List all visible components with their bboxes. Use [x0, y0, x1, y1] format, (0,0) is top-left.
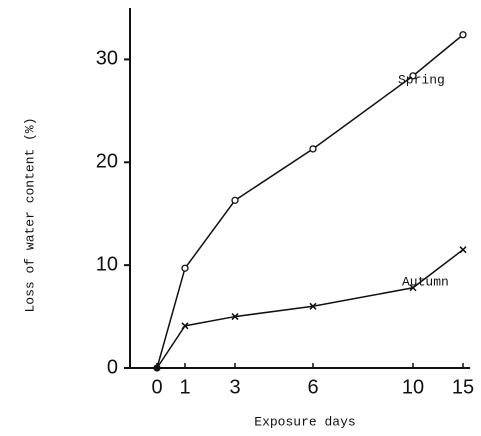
series-line — [156, 34, 464, 369]
point — [153, 364, 161, 372]
point — [231, 196, 239, 204]
point — [409, 72, 417, 80]
point — [181, 322, 189, 330]
x-tick-label: 3 — [229, 376, 240, 398]
point — [409, 284, 417, 292]
point — [459, 246, 467, 254]
x-tick-label: 10 — [402, 376, 424, 398]
series-line — [156, 249, 464, 369]
y-tick-label: 30 — [96, 48, 118, 70]
series-label: Autumn — [402, 274, 449, 289]
x-tick-label: 0 — [151, 376, 162, 398]
point — [181, 264, 189, 272]
series-label: Spring — [398, 72, 445, 87]
x-axis-label: Exposure days — [254, 414, 355, 429]
x-tick-label: 1 — [179, 376, 190, 398]
y-tick-label: 20 — [96, 151, 118, 173]
y-tick-label: 10 — [96, 253, 118, 275]
y-tick-label: 0 — [107, 356, 118, 378]
point — [231, 313, 239, 321]
x-tick-label: 6 — [307, 376, 318, 398]
point — [459, 31, 467, 39]
x-tick-label: 15 — [452, 376, 474, 398]
point — [309, 302, 317, 310]
point — [309, 145, 317, 153]
y-axis-label: Loss of water content (%) — [22, 117, 37, 312]
